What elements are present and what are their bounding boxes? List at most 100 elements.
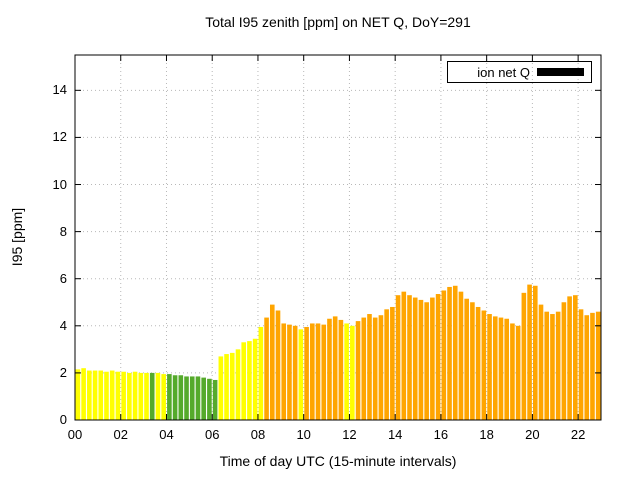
data-bar: [121, 371, 126, 420]
data-bar: [144, 372, 149, 420]
data-bar: [578, 309, 584, 420]
x-tick-label: 06: [204, 427, 220, 442]
data-bar: [361, 317, 367, 420]
x-tick-label: 20: [525, 427, 540, 442]
data-bar: [115, 371, 121, 420]
data-bar: [430, 297, 435, 420]
y-tick-label: 2: [59, 364, 67, 380]
data-bar: [109, 370, 115, 420]
data-bar: [492, 316, 498, 420]
y-tick-label: 4: [59, 317, 67, 333]
data-bar: [470, 302, 475, 420]
data-bar: [252, 338, 258, 420]
data-bar: [264, 317, 269, 420]
chart-title: Total I95 zenith [ppm] on NET Q, DoY=291: [205, 14, 471, 30]
legend-sample: [537, 68, 584, 76]
x-tick-label: 22: [570, 427, 586, 442]
data-bar: [212, 379, 218, 420]
data-bar: [401, 291, 407, 420]
data-bar: [235, 349, 241, 420]
data-bar: [167, 374, 172, 420]
legend-entry-label: ion net Q: [477, 65, 530, 80]
data-bar: [81, 368, 86, 420]
data-bar: [127, 372, 132, 420]
data-bar: [555, 311, 561, 420]
data-bar: [481, 310, 487, 420]
y-axis-label: I95 [ppm]: [9, 207, 25, 267]
y-tick-label: 8: [59, 223, 67, 239]
data-bar: [92, 370, 98, 420]
data-bar: [207, 378, 212, 420]
data-bar: [138, 372, 144, 420]
data-bar: [310, 323, 315, 420]
data-bar: [390, 306, 395, 420]
plot-border: [74, 54, 602, 421]
data-bar: [218, 356, 224, 420]
data-bar: [538, 304, 544, 420]
data-bar: [229, 352, 235, 420]
data-bar: [515, 325, 521, 420]
data-bar: [189, 376, 195, 420]
data-bar: [161, 374, 166, 420]
data-bar: [332, 316, 338, 420]
data-bar: [269, 304, 275, 420]
data-bar: [184, 376, 189, 420]
data-bar: [172, 375, 178, 420]
y-tick-label: 0: [59, 412, 67, 427]
x-tick-label: 08: [250, 427, 266, 442]
data-bar: [584, 315, 590, 420]
y-tick-label: 12: [52, 129, 67, 145]
data-bar: [595, 311, 601, 420]
data-bar: [201, 377, 206, 420]
x-tick-label: 04: [159, 427, 174, 442]
data-bar: [75, 369, 81, 420]
data-bar: [487, 314, 492, 420]
y-tick-label: 10: [52, 176, 67, 192]
x-tick-label: 12: [342, 427, 357, 442]
data-bar: [224, 354, 229, 420]
data-bar: [155, 372, 161, 420]
data-bar: [510, 323, 515, 420]
data-bar: [149, 372, 155, 420]
data-bar: [304, 326, 309, 420]
data-bar: [315, 323, 321, 420]
data-bar: [247, 341, 252, 420]
data-bar: [475, 306, 481, 420]
x-tick-label: 16: [433, 427, 449, 442]
data-bar: [338, 319, 344, 420]
data-bar: [321, 324, 327, 420]
legend-box: [447, 61, 592, 83]
data-bar: [372, 317, 378, 420]
data-bar: [298, 329, 304, 420]
data-bar: [132, 371, 138, 420]
x-tick-label: 00: [67, 427, 83, 442]
data-bar: [464, 298, 469, 420]
data-bar: [550, 314, 555, 420]
data-bar: [281, 323, 287, 420]
data-bar: [424, 302, 429, 420]
data-bar: [532, 285, 538, 420]
data-bar: [355, 321, 361, 420]
data-bar: [418, 299, 424, 420]
data-bar: [521, 292, 527, 420]
data-bar: [435, 294, 441, 420]
data-bar: [498, 317, 504, 420]
data-bar: [287, 324, 292, 420]
y-tick-label: 6: [59, 270, 67, 286]
data-bar: [447, 286, 452, 420]
data-bar: [195, 376, 201, 420]
data-bar: [527, 284, 532, 420]
data-bar: [561, 302, 567, 420]
data-bar: [412, 297, 418, 420]
y-tick-label: 14: [52, 82, 67, 98]
data-bar: [98, 370, 104, 420]
x-tick-label: 14: [387, 427, 403, 442]
data-bar: [395, 295, 401, 420]
data-bar: [567, 296, 572, 420]
data-bar: [573, 295, 578, 420]
data-bar: [178, 375, 184, 420]
data-bar: [292, 325, 298, 420]
x-tick-label: 10: [296, 427, 311, 442]
data-bar: [350, 325, 355, 420]
